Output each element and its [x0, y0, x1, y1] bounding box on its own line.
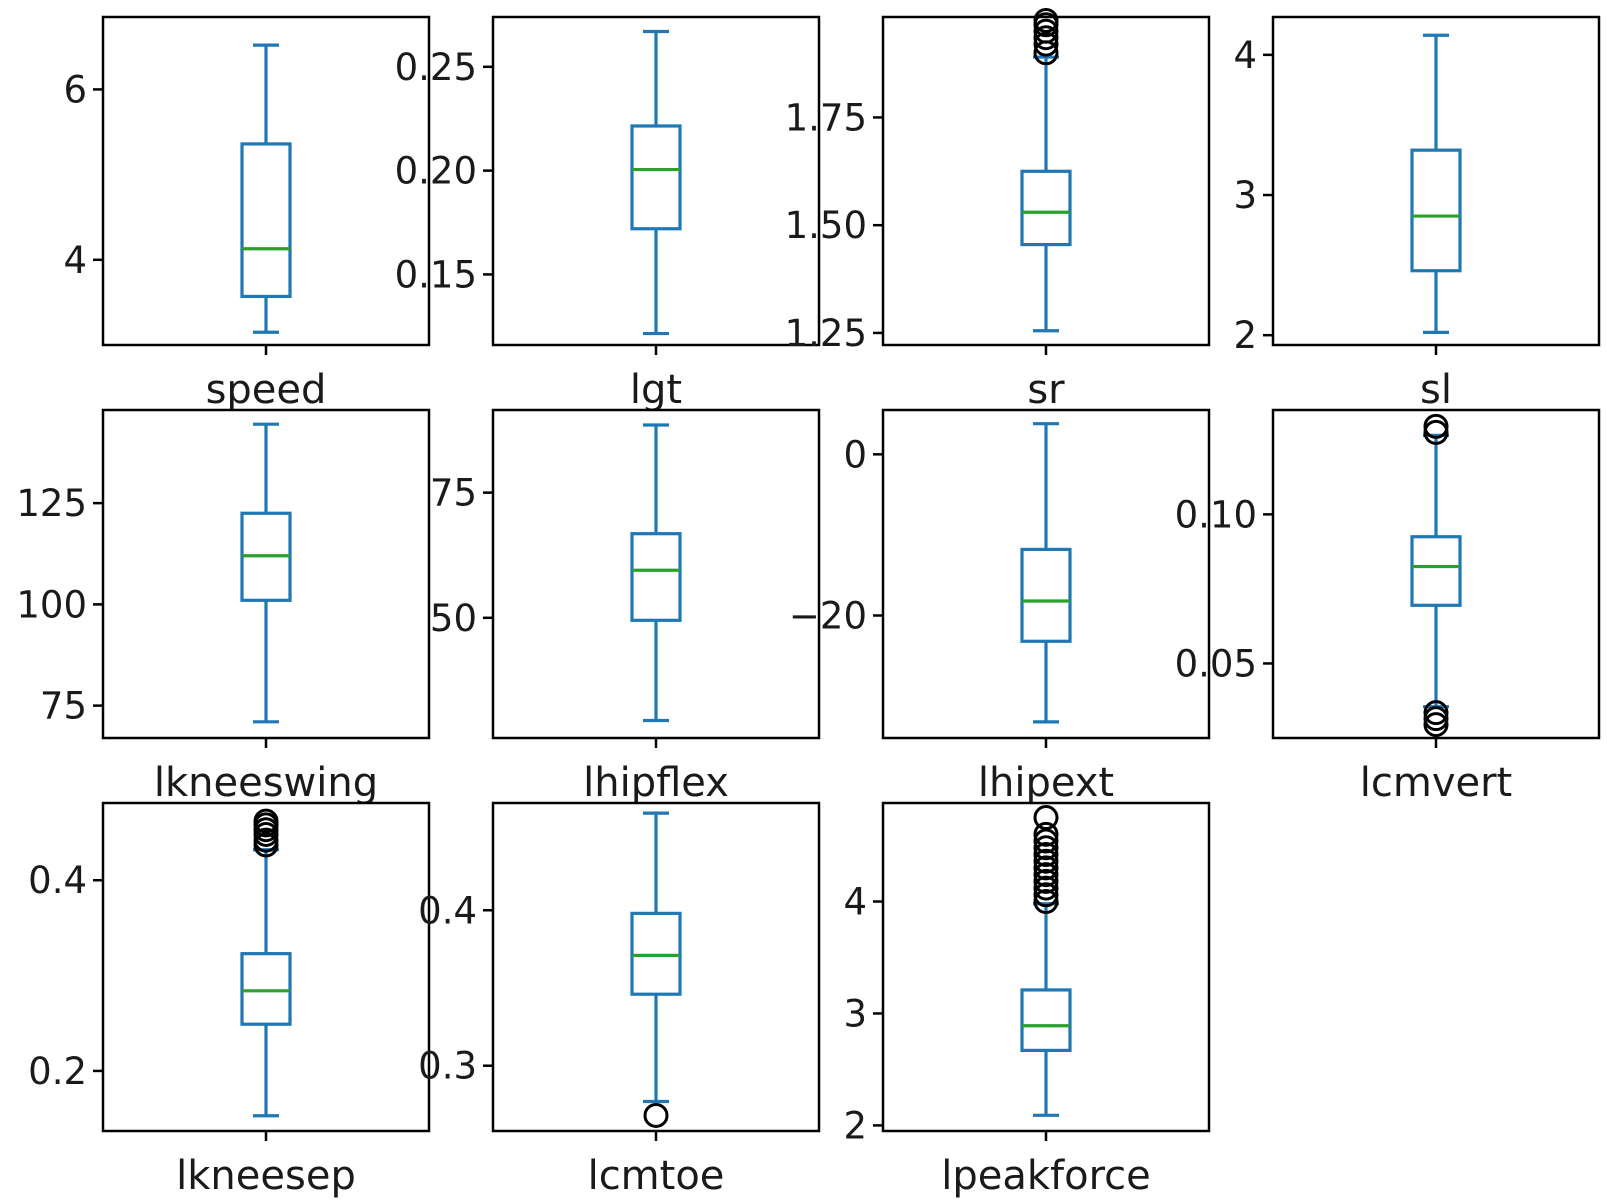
y-tick-label: 3: [843, 992, 867, 1035]
outlier-point: [1033, 835, 1059, 861]
y-tick-label: 0.10: [1175, 493, 1257, 536]
x-tick-label: speed: [206, 367, 327, 413]
y-tick-label: 2: [843, 1104, 867, 1147]
outlier-point: [1423, 706, 1449, 732]
y-tick-label: −20: [789, 595, 867, 638]
subplot-lkneesep: 0.2 0.4 lkneesep: [28, 801, 431, 1199]
outlier-point: [1423, 419, 1449, 445]
iqr-box: [1410, 148, 1462, 273]
y-tick-label: 0.2: [28, 1050, 87, 1093]
iqr-box: [1410, 535, 1462, 607]
outlier-point: [1033, 821, 1059, 847]
y-tick-label: 50: [430, 597, 477, 640]
x-tick-label: sr: [1027, 367, 1065, 413]
iqr-box: [240, 142, 292, 299]
iqr-box: [1020, 547, 1072, 643]
y-tick-label: 6: [63, 68, 87, 111]
y-tick-label: 4: [1233, 34, 1257, 77]
y-tick-label: 0.20: [395, 150, 477, 193]
y-tick-label: 1.75: [785, 96, 867, 139]
y-tick-label: 0.15: [395, 253, 477, 296]
y-tick-label: 0.3: [418, 1045, 477, 1088]
subplot-lpeakforce: 2 3 4 lpeakforce: [843, 801, 1211, 1199]
y-tick-label: 3: [1233, 174, 1257, 217]
subplot-sl: 2 3 4 sl: [1233, 15, 1601, 413]
outlier-point: [1033, 18, 1059, 44]
iqr-box: [1020, 988, 1072, 1052]
outlier-point: [1033, 855, 1059, 881]
y-tick-label: 0.05: [1175, 642, 1257, 685]
outlier-point: [1033, 882, 1059, 908]
y-tick-label: 2: [1233, 314, 1257, 357]
outlier-point: [253, 808, 279, 834]
y-tick-label: 1.50: [785, 204, 867, 247]
y-tick-label: 4: [63, 239, 87, 282]
subplot-lkneeswing: 75 100 125 lkneeswing: [16, 408, 431, 806]
y-tick-label: 0: [843, 433, 867, 476]
outlier-point: [643, 1102, 669, 1128]
outlier-point: [1033, 862, 1059, 888]
iqr-box: [240, 952, 292, 1026]
outlier-point: [1033, 848, 1059, 874]
x-tick-label: lcmvert: [1360, 760, 1512, 806]
x-tick-label: lcmtoe: [588, 1153, 725, 1199]
subplot-speed: 4 6 speed: [63, 15, 431, 413]
y-tick-label: 125: [16, 482, 87, 525]
y-tick-label: 75: [40, 685, 87, 728]
subplot-lhipflex: 50 75 lhipflex: [430, 408, 821, 806]
x-tick-label: lhipflex: [583, 760, 729, 806]
x-tick-label: lhipext: [978, 760, 1114, 806]
y-tick-label: 4: [843, 881, 867, 924]
outlier-point: [1033, 875, 1059, 901]
subplot-grid: 46speed0.150.200.25lgt1.251.501.75sr234s…: [16, 7, 1601, 1199]
outlier-point: [1033, 841, 1059, 867]
y-tick-label: 1.25: [785, 312, 867, 355]
x-tick-label: lgt: [630, 367, 682, 413]
outlier-point: [1033, 868, 1059, 894]
x-tick-label: sl: [1420, 367, 1452, 413]
subplot-lcmtoe: 0.3 0.4 lcmtoe: [418, 801, 821, 1199]
subplot-sr: 1.25 1.50 1.75 sr: [785, 7, 1211, 413]
outlier-point: [1033, 7, 1059, 33]
y-tick-label: 0.4: [418, 889, 477, 932]
iqr-box: [630, 124, 682, 231]
y-tick-label: 0.4: [28, 859, 87, 902]
outlier-point: [1033, 31, 1059, 57]
x-tick-label: lkneeswing: [154, 760, 378, 806]
outlier-point: [1423, 700, 1449, 726]
x-tick-label: lpeakforce: [941, 1153, 1151, 1199]
outlier-point: [1033, 889, 1059, 915]
y-tick-label: 100: [16, 583, 87, 626]
outlier-point: [1033, 25, 1059, 51]
y-tick-label: 75: [430, 472, 477, 515]
outlier-point: [1423, 413, 1449, 439]
outlier-point: [1423, 712, 1449, 738]
outlier-point: [1033, 805, 1059, 831]
y-tick-label: 0.25: [395, 46, 477, 89]
subplot-lgt: 0.15 0.20 0.25 lgt: [395, 15, 821, 413]
iqr-box: [630, 532, 682, 622]
subplot-lhipext: −20 0 lhipext: [789, 408, 1211, 806]
x-tick-label: lkneesep: [176, 1153, 356, 1199]
outlier-point: [1033, 828, 1059, 854]
iqr-box: [1020, 169, 1072, 247]
subplot-lcmvert: 0.05 0.10 lcmvert: [1175, 408, 1601, 806]
